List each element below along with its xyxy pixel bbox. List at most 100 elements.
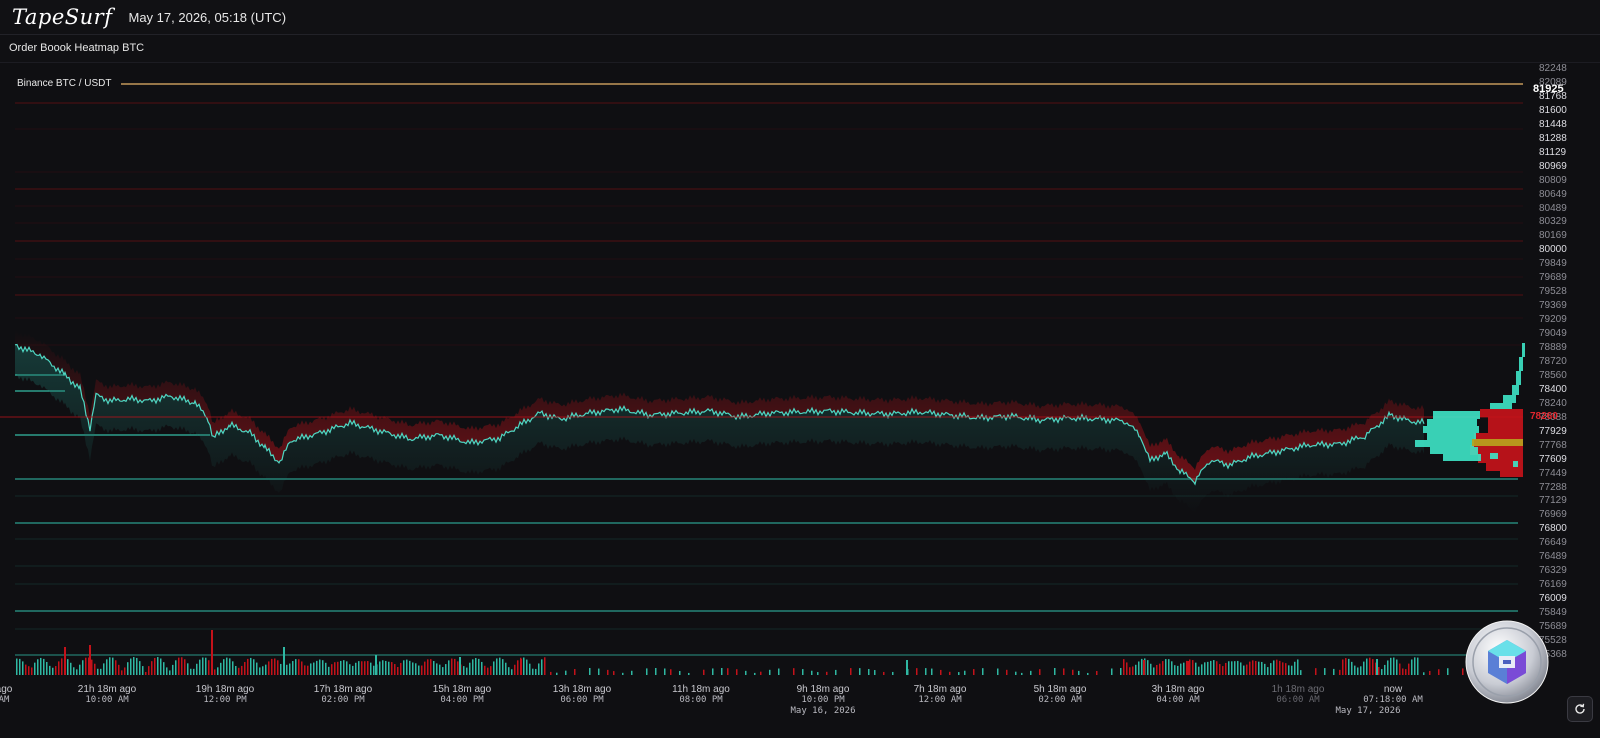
volume-bar xyxy=(544,657,546,675)
volume-bar xyxy=(1411,659,1413,675)
volume-bar xyxy=(385,660,387,675)
volume-bar xyxy=(517,660,519,675)
price-tick-label: 77449 xyxy=(1539,467,1567,479)
time-tick-label: 11h 18m ago 08:00 PM xyxy=(672,684,730,706)
volume-bar xyxy=(1249,661,1251,675)
volume-bar xyxy=(550,671,552,675)
volume-bar xyxy=(49,665,51,675)
volume-bar xyxy=(331,664,333,675)
volume-bar xyxy=(1345,658,1347,675)
volume-bar xyxy=(1222,666,1224,675)
price-tick-label: 78240 xyxy=(1539,397,1567,409)
volume-bar xyxy=(118,664,120,675)
volume-bar xyxy=(430,659,432,675)
time-tick-clock: 04:00 AM xyxy=(1156,695,1200,705)
price-tick-label: 77929 xyxy=(1539,425,1567,437)
price-tick-label: 76169 xyxy=(1539,579,1567,591)
volume-bar xyxy=(1399,663,1401,675)
volume-bar xyxy=(1072,669,1074,675)
depth-bar xyxy=(1470,445,1523,455)
volume-bar xyxy=(1162,661,1164,675)
volume-bar xyxy=(34,662,36,675)
volume-bar xyxy=(355,662,357,675)
volume-bar xyxy=(1285,663,1287,675)
volume-bar xyxy=(445,664,447,675)
volume-bar xyxy=(31,667,33,675)
app-logo[interactable]: TapeSurf xyxy=(12,5,113,29)
volume-bar xyxy=(334,662,336,675)
volume-bar xyxy=(1276,659,1278,675)
reset-view-button[interactable] xyxy=(1567,696,1593,722)
volume-bar xyxy=(1147,660,1149,675)
volume-bar xyxy=(1192,660,1194,675)
volume-bar xyxy=(271,658,273,675)
depth-bar xyxy=(1472,439,1523,446)
page-title: Order Boook Heatmap BTC xyxy=(9,42,145,54)
price-tick-label: 81288 xyxy=(1539,132,1567,144)
volume-bar xyxy=(631,670,633,675)
volume-bar xyxy=(286,664,288,675)
price-line xyxy=(14,343,1425,486)
time-tick-clock: 06:00 PM xyxy=(560,695,604,705)
volume-bar xyxy=(475,657,477,675)
volume-bar xyxy=(1375,662,1377,675)
price-tick-label: 81129 xyxy=(1539,146,1567,158)
volume-bar xyxy=(565,670,567,675)
volume-bar xyxy=(1132,666,1134,675)
volume-bar xyxy=(1210,660,1212,675)
volume-bar xyxy=(292,661,294,675)
volume-bar xyxy=(1261,661,1263,675)
volume-bar xyxy=(526,659,528,675)
volume-bar xyxy=(418,665,420,675)
volume-bar xyxy=(316,660,318,675)
volume-bar xyxy=(1429,670,1431,675)
price-tick-label: 80489 xyxy=(1539,202,1567,214)
price-tick-label: 79849 xyxy=(1539,258,1567,270)
date-label: May 17, 2026 xyxy=(1335,706,1401,716)
volume-bar xyxy=(1183,662,1185,675)
volume-bar xyxy=(1357,667,1359,675)
volume-bar xyxy=(1150,663,1152,675)
volume-bar xyxy=(1387,660,1389,675)
bid-heat-area xyxy=(15,344,1424,515)
heatmap-chart[interactable]: Binance BTC / USDT 81925 82248 82089 81768… xyxy=(0,63,1600,738)
volume-bar xyxy=(442,667,444,675)
volume-bar xyxy=(343,660,345,675)
heatmap-canvas[interactable] xyxy=(0,63,1600,738)
volume-bar xyxy=(1177,665,1179,675)
volume-bar xyxy=(85,657,87,675)
volume-bar xyxy=(874,670,876,675)
volume-bar xyxy=(199,659,201,675)
volume-bar xyxy=(382,660,384,675)
volume-bar xyxy=(1141,658,1143,675)
time-tick-relative: 3h 18m ago xyxy=(1151,684,1205,695)
volume-bar xyxy=(1198,666,1200,675)
volume-bar xyxy=(304,665,306,675)
volume-bar xyxy=(1213,660,1215,675)
volume-bar xyxy=(466,667,468,675)
time-tick-label: 15h 18m ago 04:00 PM xyxy=(433,684,491,706)
volume-bar xyxy=(670,669,672,675)
volume-bar xyxy=(1270,663,1272,675)
time-tick-clock: 08:00 PM xyxy=(679,695,723,705)
volume-bar xyxy=(1195,662,1197,675)
volume-bar xyxy=(172,664,174,675)
volume-bar xyxy=(1354,665,1356,675)
volume-bar xyxy=(481,661,483,675)
volume-bar xyxy=(73,667,75,675)
current-datetime: May 17, 2026, 05:18 (UTC) xyxy=(128,9,287,25)
depth-bar xyxy=(1433,411,1480,419)
volume-bar xyxy=(46,661,48,675)
price-tick-label: 80649 xyxy=(1539,188,1567,200)
volume-bar xyxy=(298,659,300,675)
volume-bar xyxy=(436,663,438,675)
price-tick-label: 79049 xyxy=(1539,328,1567,340)
volume-bar xyxy=(37,659,39,675)
volume-bar xyxy=(67,659,69,675)
depth-bar xyxy=(1427,419,1477,426)
volume-bar xyxy=(400,662,402,675)
volume-bar xyxy=(1111,668,1113,675)
volume-bar xyxy=(892,671,894,675)
volume-bar xyxy=(151,661,153,675)
volume-bar xyxy=(655,668,657,675)
